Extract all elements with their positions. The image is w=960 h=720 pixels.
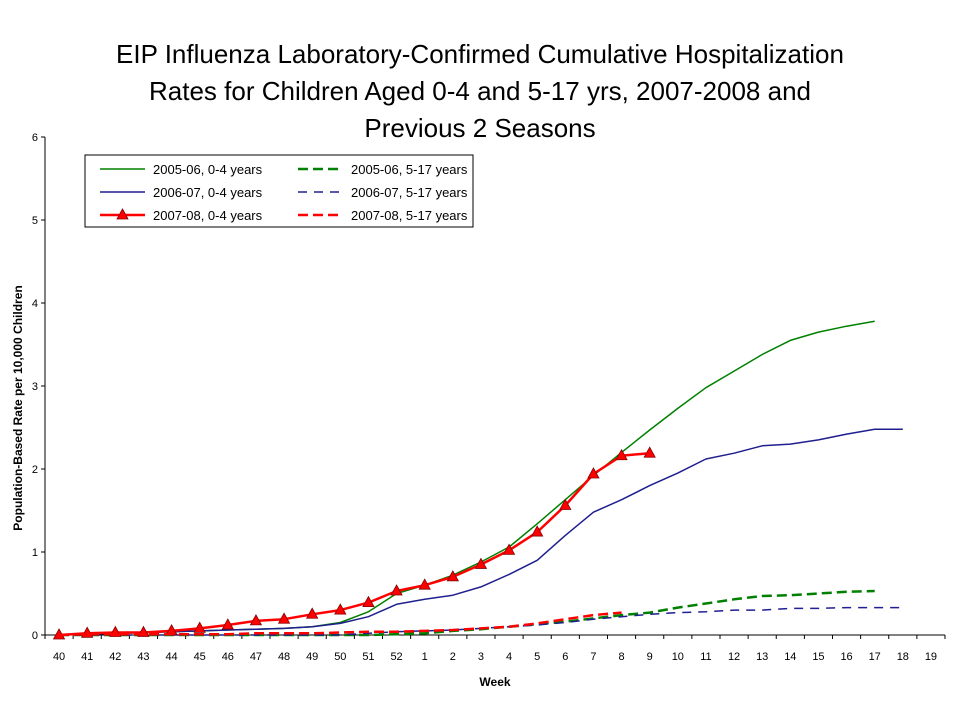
data-point-marker <box>221 618 234 630</box>
x-tick-label: 42 <box>109 651 121 663</box>
x-tick-label: 4 <box>506 651 512 663</box>
y-axis-label: Population-Based Rate per 10,000 Childre… <box>11 285 25 530</box>
legend-entry-label: 2006-07, 0-4 years <box>153 185 263 200</box>
series-line-6 <box>59 611 622 637</box>
x-tick-label: 46 <box>222 651 234 663</box>
data-point-marker <box>615 448 628 461</box>
data-point-marker <box>587 467 600 479</box>
legend-entry-label: 2006-07, 5-17 years <box>351 185 468 200</box>
chart-title: EIP Influenza Laboratory-Confirmed Cumul… <box>0 36 960 147</box>
x-axis-label: Week <box>479 675 510 689</box>
series-line-5 <box>59 451 650 637</box>
data-point-marker <box>418 578 431 590</box>
legend-entry-label: 2007-08, 0-4 years <box>153 208 263 223</box>
x-tick-label: 3 <box>478 651 484 663</box>
x-tick-label: 40 <box>53 651 65 663</box>
data-point-marker <box>306 607 319 619</box>
data-point-marker <box>277 612 291 624</box>
legend-box <box>84 154 474 228</box>
y-tick-label: 6 <box>32 132 38 144</box>
x-tick-label: 11 <box>700 651 711 663</box>
data-point-marker <box>446 570 459 582</box>
data-point-marker <box>362 595 375 608</box>
legend-entry-label: 2007-08, 5-17 years <box>351 208 468 223</box>
x-tick-label: 49 <box>306 651 318 663</box>
chart-title-line-2: Rates for Children Aged 0-4 and 5-17 yrs… <box>149 76 811 106</box>
chart-title-line-3: Previous 2 Seasons <box>364 113 596 143</box>
x-tick-label: 12 <box>728 651 740 663</box>
legend-entry-label: 2005-06, 5-17 years <box>351 162 468 177</box>
x-tick-label: 1 <box>422 651 428 663</box>
data-point-marker <box>249 614 263 626</box>
x-tick-label: 5 <box>534 651 540 663</box>
x-tick-label: 10 <box>672 651 684 663</box>
data-point-marker <box>559 498 572 510</box>
data-point-marker <box>643 446 656 458</box>
x-tick-label: 9 <box>647 651 653 663</box>
x-tick-label: 51 <box>362 651 374 663</box>
series-layer <box>52 320 903 640</box>
series-line-1 <box>59 320 875 636</box>
x-tick-label: 45 <box>194 651 206 663</box>
x-tick-label: 6 <box>562 651 568 663</box>
data-point-marker <box>531 525 544 537</box>
y-tick-label: 2 <box>32 464 38 476</box>
x-tick-label: 8 <box>619 651 625 663</box>
x-tick-label: 50 <box>334 651 346 663</box>
legend: 2005-06, 0-4 years 2005-06, 5-17 years 200… <box>84 154 474 228</box>
x-tick-label: 13 <box>756 651 768 663</box>
y-tick-label: 5 <box>32 215 38 227</box>
x-tick-label: 17 <box>869 651 881 663</box>
x-tick-label: 14 <box>784 651 796 663</box>
chart-title-line-1: EIP Influenza Laboratory-Confirmed Cumul… <box>116 39 844 69</box>
x-tick-label: 43 <box>137 651 149 663</box>
data-point-marker <box>193 621 206 633</box>
x-tick-label: 2 <box>450 651 456 663</box>
y-tick-label: 4 <box>32 298 38 310</box>
legend-entry-label: 2005-06, 0-4 years <box>153 162 263 177</box>
y-tick-label: 0 <box>32 630 38 642</box>
x-tick-label: 48 <box>278 651 290 663</box>
x-tick-label: 47 <box>250 651 262 663</box>
series-line-3 <box>59 428 903 636</box>
data-point-marker <box>334 603 347 615</box>
x-tick-label: 52 <box>390 651 402 663</box>
data-point-marker <box>502 543 516 555</box>
x-tick-label: 44 <box>165 651 177 663</box>
y-tick-label: 1 <box>32 547 38 559</box>
data-point-marker <box>474 557 488 569</box>
x-tick-label: 41 <box>81 651 93 663</box>
y-tick-label: 3 <box>32 381 38 393</box>
x-tick-label: 15 <box>812 651 824 663</box>
data-point-marker <box>390 584 403 596</box>
x-tick-label: 16 <box>840 651 852 663</box>
x-tick-label: 7 <box>590 651 596 663</box>
x-tick-label: 18 <box>897 651 909 663</box>
x-tick-label: 19 <box>925 651 937 663</box>
legend-marker <box>116 208 129 220</box>
